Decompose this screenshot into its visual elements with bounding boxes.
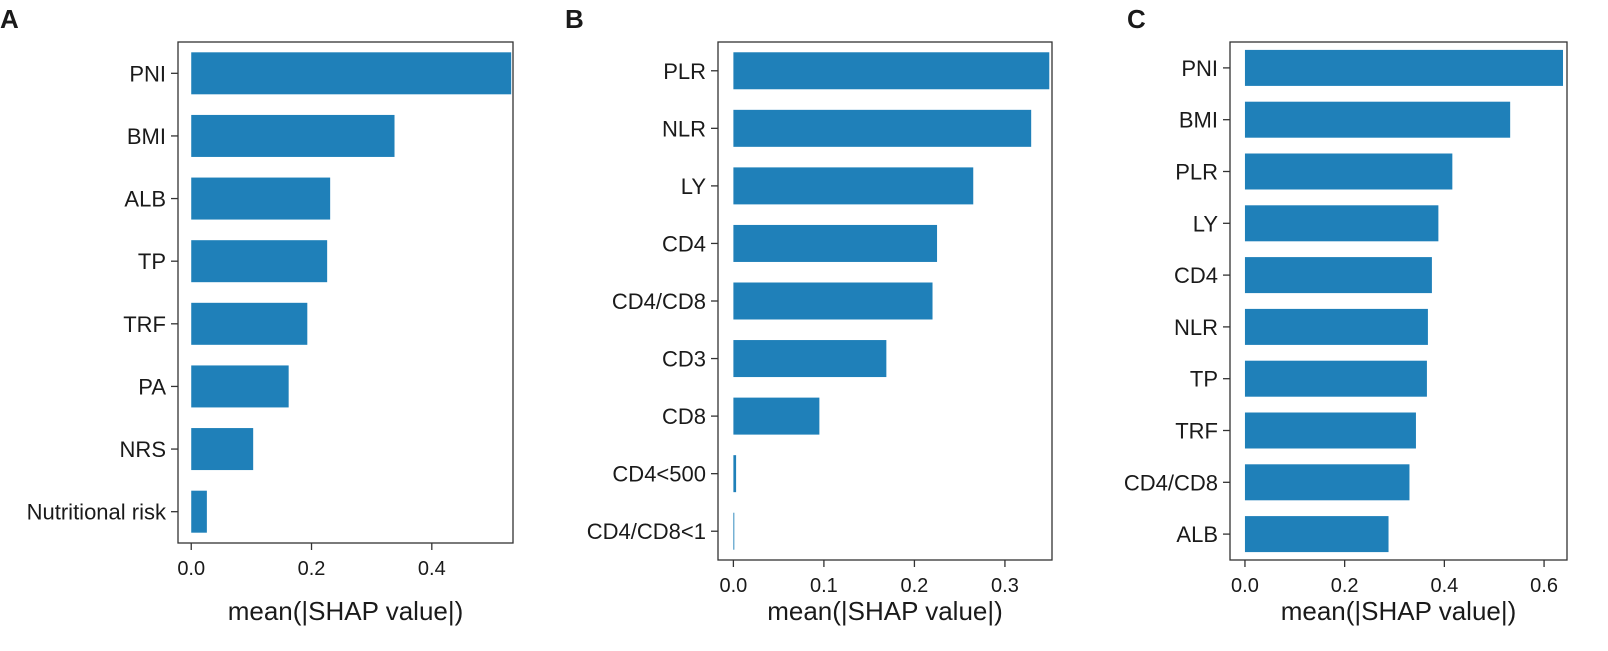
category-label: PA (138, 374, 166, 399)
bar (733, 224, 938, 262)
category-label: CD3 (662, 347, 706, 372)
category-label: ALB (1176, 522, 1218, 547)
category-label: BMI (127, 124, 166, 149)
bar (191, 365, 289, 408)
panel-letter: A (0, 4, 19, 34)
bar (191, 302, 308, 345)
category-label: Nutritional risk (27, 500, 167, 525)
category-label: CD8 (662, 404, 706, 429)
bar (191, 240, 328, 283)
x-tick-label: 0.0 (177, 558, 205, 580)
bar (191, 114, 395, 157)
category-label: LY (681, 174, 707, 199)
bar (1244, 464, 1410, 501)
category-label: NRS (120, 437, 166, 462)
bar (1244, 308, 1428, 345)
category-label: NLR (662, 116, 706, 141)
panel-a: A PNI BMI ALB TP TRF PA NRS Nutritional risk 0.0 0… (0, 4, 514, 626)
category-label: CD4/CD8<1 (587, 519, 706, 544)
x-axis-title: mean(|SHAP value|) (1281, 596, 1517, 626)
category-label: NLR (1174, 315, 1218, 340)
category-label: TRF (1175, 419, 1218, 444)
plot-frame (177, 41, 514, 544)
category-label: BMI (1179, 108, 1218, 133)
category-label: ALB (124, 187, 166, 212)
bar (1244, 153, 1453, 190)
bar (191, 490, 207, 533)
bar (733, 167, 974, 205)
panel-letter: C (1127, 4, 1146, 34)
bar (1244, 360, 1427, 397)
bar (191, 177, 331, 220)
category-label: PNI (1181, 56, 1218, 81)
x-tick-label: 0.4 (1430, 575, 1458, 597)
x-tick-label: 0.6 (1530, 575, 1558, 597)
x-tick-label: 0.1 (810, 575, 838, 597)
category-label: CD4/CD8 (1124, 470, 1218, 495)
panel-b: B PLR NLR LY CD4 CD4/CD8 CD3 CD8 CD4<500 CD4/CD8<… (565, 4, 1053, 626)
bar (733, 282, 933, 320)
category-label: PLR (1175, 160, 1218, 185)
bar (191, 428, 254, 471)
category-label: PLR (663, 59, 706, 84)
category-label: PNI (129, 61, 166, 86)
bar (1244, 49, 1564, 86)
panel-c: C PNI BMI PLR LY CD4 NLR TP TRF CD4/CD8 ALB 0.0 0.2 0… (1124, 4, 1568, 626)
category-label: CD4/CD8 (612, 289, 706, 314)
x-tick-label: 0.2 (901, 575, 929, 597)
x-tick-label: 0.0 (719, 575, 747, 597)
category-label: TP (138, 249, 166, 274)
x-tick-label: 0.3 (991, 575, 1019, 597)
x-tick-label: 0.2 (298, 558, 326, 580)
x-tick-label: 0.4 (418, 558, 446, 580)
x-axis-title: mean(|SHAP value|) (228, 596, 464, 626)
category-label: CD4 (1174, 263, 1218, 288)
bar (191, 52, 512, 95)
bar (733, 397, 820, 435)
category-label: LY (1193, 211, 1219, 236)
bar (1244, 516, 1389, 553)
x-tick-label: 0.0 (1231, 575, 1259, 597)
x-tick-label: 0.2 (1331, 575, 1359, 597)
plot-frame (1229, 41, 1568, 561)
bar (733, 52, 1050, 90)
bar (733, 109, 1032, 147)
category-label: CD4 (662, 231, 706, 256)
category-label: CD4<500 (612, 462, 706, 487)
bar (733, 455, 737, 493)
category-label: TRF (123, 312, 166, 337)
bar (1244, 205, 1439, 242)
bar (1244, 101, 1511, 138)
bar (1244, 412, 1416, 449)
bar (733, 512, 735, 550)
bar (1244, 257, 1432, 294)
bar (733, 340, 887, 378)
x-axis-title: mean(|SHAP value|) (767, 596, 1003, 626)
panel-letter: B (565, 4, 584, 34)
category-label: TP (1190, 367, 1218, 392)
